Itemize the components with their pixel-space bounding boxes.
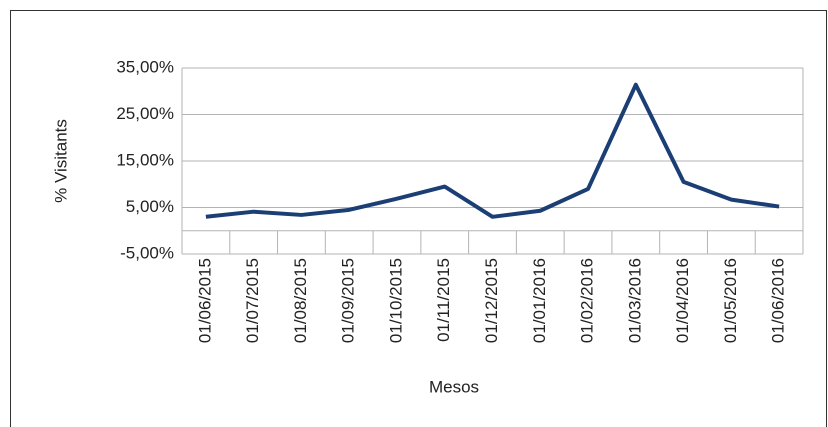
x-tick-label: 01/11/2015 (434, 258, 453, 342)
x-tick-label: 01/04/2016 (673, 258, 692, 343)
y-tick-label: 5,00% (126, 197, 174, 216)
x-tick-label: 01/01/2016 (530, 258, 549, 343)
y-tick-label: 35,00% (116, 57, 174, 76)
x-tick-label: 01/09/2015 (339, 258, 358, 343)
x-tick-label: 01/03/2016 (625, 258, 644, 343)
x-tick-label: 01/06/2016 (769, 258, 788, 343)
x-tick-label: 01/05/2016 (721, 258, 740, 343)
x-tick-label: 01/10/2015 (386, 258, 405, 343)
x-tick-label: 01/08/2015 (291, 258, 310, 343)
y-tick-label: 15,00% (116, 150, 174, 169)
x-tick-label: 01/02/2016 (578, 258, 597, 343)
frame (10, 10, 827, 427)
x-tick-label: 01/12/2015 (482, 258, 501, 343)
x-axis-label: Mesos (429, 377, 479, 396)
y-tick-label: 25,00% (116, 104, 174, 123)
data-line (205, 82, 780, 219)
y-axis-label: % Visitants (51, 119, 70, 203)
y-tick-label: -5,00% (120, 243, 174, 262)
x-tick-label: 01/07/2015 (243, 258, 262, 343)
x-tick-label: 01/06/2015 (195, 258, 214, 343)
